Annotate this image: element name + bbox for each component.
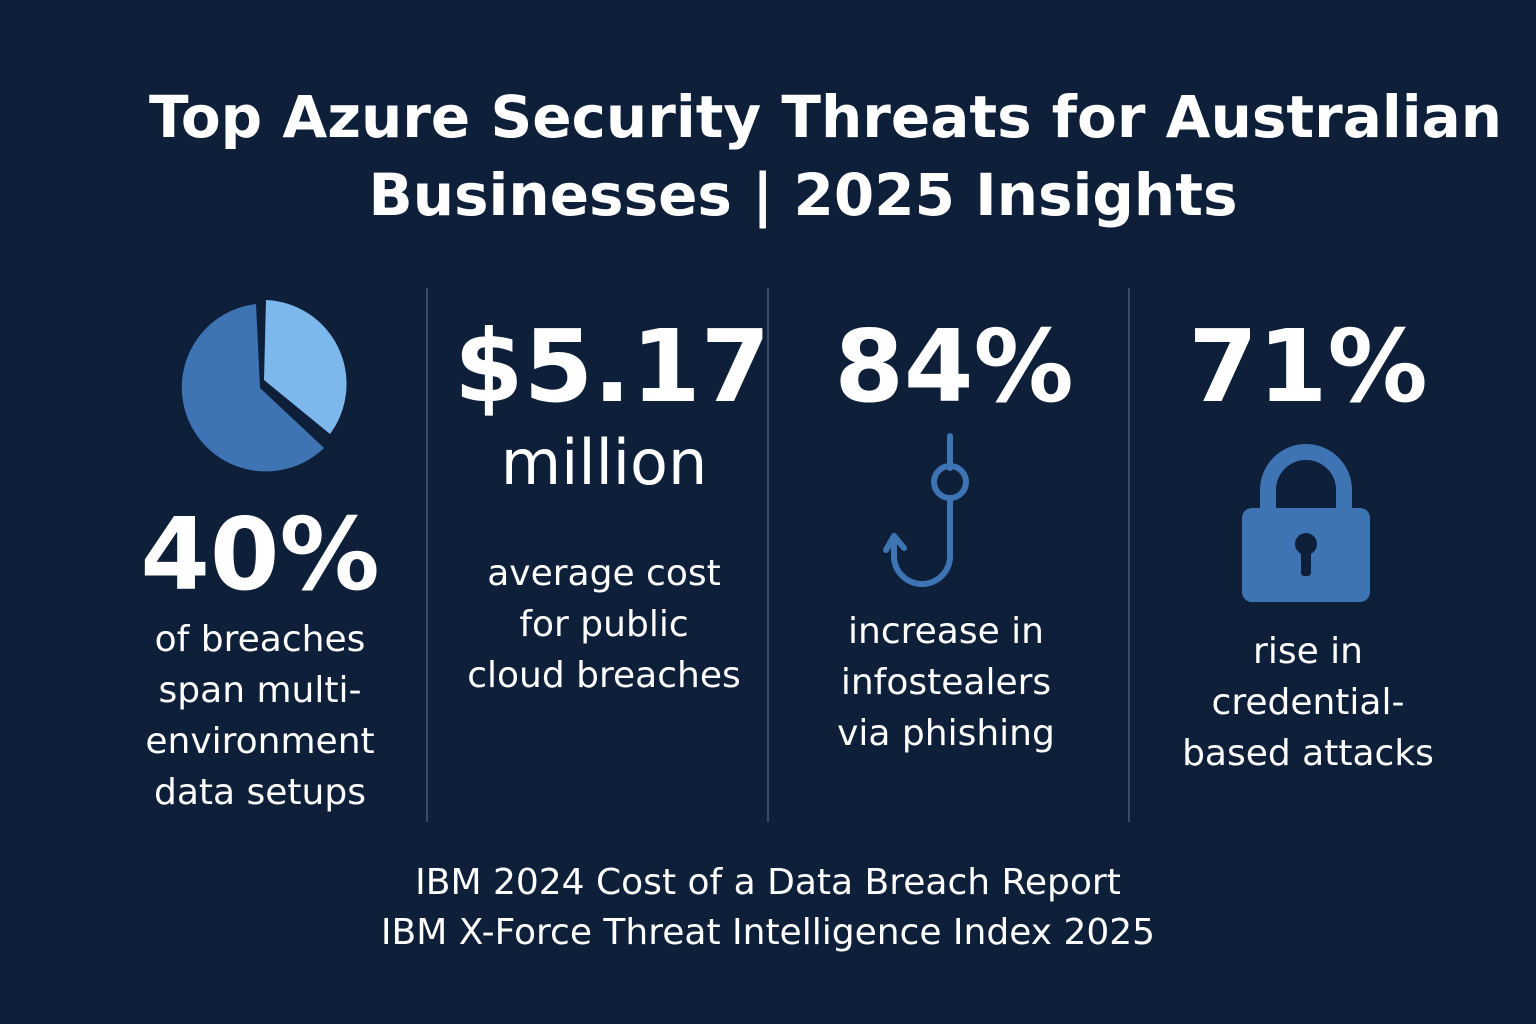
source-line: IBM X-Force Threat Intelligence Index 20… [380, 912, 1156, 953]
stat-value: 40% [140, 496, 380, 613]
stat-description: rise in credential- based attacks [1138, 626, 1478, 779]
column-divider [426, 288, 428, 822]
description-line: data setups [154, 772, 366, 813]
fishing-hook-icon [883, 433, 969, 587]
title-line-1: Top Azure Security Threats for Australia… [148, 83, 1503, 151]
description-line: via phishing [837, 713, 1055, 754]
pie-slice-large [181, 304, 324, 472]
description-line: average cost [487, 553, 721, 594]
title-line-2: Businesses | 2025 Insights [368, 161, 1238, 229]
description-line: credential- [1211, 682, 1405, 723]
source-line: IBM 2024 Cost of a Data Breach Report [415, 862, 1121, 903]
description-line: increase in [848, 611, 1044, 652]
description-line: for public [519, 604, 689, 645]
pie-slice-small [264, 300, 347, 434]
stat-unit: million [500, 426, 708, 499]
description-line: based attacks [1182, 733, 1434, 774]
description-line: span multi- [158, 670, 362, 711]
column-divider [1128, 288, 1130, 822]
stat-description: increase in infostealers via phishing [776, 606, 1116, 759]
stat-value: 84% [834, 308, 1074, 425]
stat-description: of breaches span multi- environment data… [90, 614, 430, 818]
description-line: of breaches [154, 619, 366, 660]
column-divider [767, 288, 769, 822]
sources: IBM 2024 Cost of a Data Breach Report IB… [0, 858, 1536, 958]
stat-value: 71% [1188, 308, 1428, 425]
description-line: rise in [1253, 631, 1363, 672]
page-title: Top Azure Security Threats for Australia… [0, 78, 1536, 234]
pie-chart-icon [181, 300, 347, 472]
stat-description: average cost for public cloud breaches [434, 548, 774, 701]
description-line: infostealers [840, 662, 1052, 703]
stat-value: $5.17 [454, 308, 771, 425]
description-line: cloud breaches [467, 655, 741, 696]
description-line: environment [145, 721, 375, 762]
padlock-icon [1242, 444, 1370, 602]
